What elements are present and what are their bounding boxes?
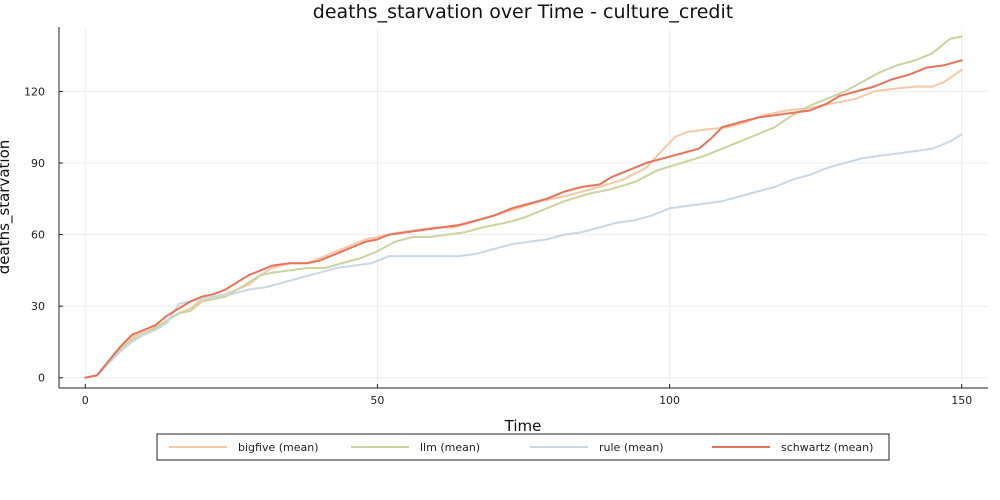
y-tick-label: 90	[31, 157, 45, 170]
legend-label: rule (mean)	[599, 441, 664, 454]
series-line-bigfive	[84, 68, 963, 379]
series-line-schwartz	[84, 59, 963, 379]
y-axis-title: deaths_starvation	[0, 140, 14, 275]
series-line-rule	[84, 133, 963, 379]
x-tick-label: 50	[370, 394, 384, 407]
x-axis-title: Time	[504, 417, 542, 435]
series-line-llm	[84, 35, 963, 379]
legend: bigfive (mean) llm (mean) rule (mean) schwa…	[156, 433, 890, 461]
y-tick-label: 60	[31, 229, 45, 242]
x-ticks: 0 50 100 150	[82, 384, 972, 407]
x-tick-label: 0	[82, 394, 89, 407]
y-tick-label: 120	[24, 85, 45, 98]
y-ticks: 0 30 60 90 120	[24, 85, 63, 385]
grid	[59, 27, 988, 388]
chart-title: deaths_starvation over Time - culture_cr…	[313, 1, 733, 23]
series-group	[84, 35, 963, 379]
legend-label: llm (mean)	[420, 441, 480, 454]
x-tick-label: 150	[951, 394, 972, 407]
x-tick-label: 100	[659, 394, 680, 407]
legend-label: schwartz (mean)	[781, 441, 873, 454]
legend-label: bigfive (mean)	[238, 441, 319, 454]
y-tick-label: 30	[31, 300, 45, 313]
y-tick-label: 0	[38, 372, 45, 385]
